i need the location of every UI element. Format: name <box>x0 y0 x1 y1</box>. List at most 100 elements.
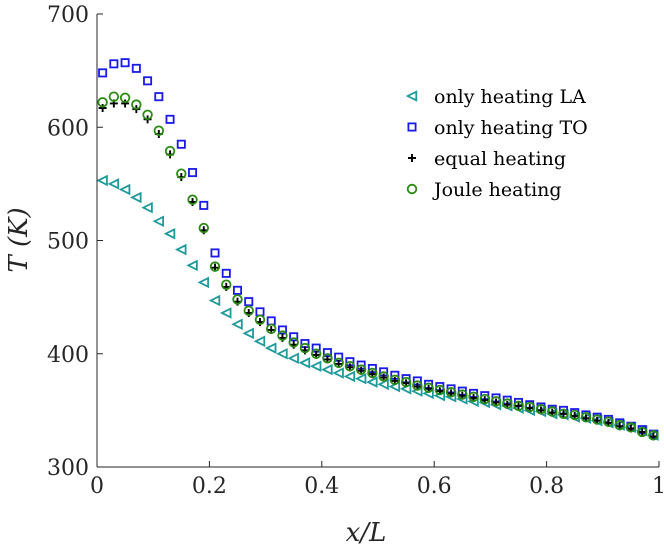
data-point <box>121 99 130 108</box>
data-point <box>221 268 231 278</box>
x-tick-label: 0 <box>90 474 104 499</box>
legend-item: equal heating <box>408 148 566 170</box>
data-point <box>423 382 434 393</box>
data-point <box>378 371 389 382</box>
legend-label: equal heating <box>434 148 566 170</box>
data-point <box>221 279 232 290</box>
legend-marker <box>406 183 418 195</box>
data-point <box>108 91 120 102</box>
x-tick-label: 0.4 <box>304 474 339 499</box>
data-point <box>208 294 221 307</box>
data-point <box>198 222 209 234</box>
data-point <box>98 68 108 78</box>
data-point <box>636 426 648 438</box>
data-point <box>298 357 311 369</box>
y-tick-label: 500 <box>47 230 89 255</box>
data-point <box>344 361 356 372</box>
data-point <box>97 97 108 108</box>
legend-label: Joule heating <box>432 179 562 201</box>
data-point <box>524 401 535 413</box>
x-axis-title: x/L <box>346 518 387 548</box>
data-point <box>445 387 457 398</box>
y-tick-label: 700 <box>47 3 89 28</box>
data-point <box>277 330 288 341</box>
legend-item: only heating TO <box>407 117 588 139</box>
data-point <box>309 360 322 372</box>
data-point <box>130 191 142 204</box>
data-point <box>174 243 187 256</box>
data-point <box>98 103 107 112</box>
data-point <box>152 215 165 228</box>
data-point <box>187 194 198 205</box>
data-point <box>264 342 277 354</box>
data-point <box>164 145 176 157</box>
data-point <box>131 99 142 110</box>
legend-marker <box>407 122 417 132</box>
data-point <box>322 353 333 364</box>
data-point <box>276 347 288 360</box>
data-point <box>289 332 299 342</box>
data-point <box>176 139 186 149</box>
y-tick-label: 400 <box>47 343 89 368</box>
data-point <box>468 391 479 402</box>
data-point <box>154 92 164 102</box>
data-point <box>176 168 187 179</box>
data-point <box>614 419 625 431</box>
legend-marker <box>405 90 418 102</box>
data-point <box>143 76 153 86</box>
data-point <box>141 201 153 214</box>
data-point <box>625 422 637 433</box>
data-point <box>479 393 490 405</box>
data-point <box>535 404 547 415</box>
data-point <box>243 305 254 316</box>
data-point <box>210 248 220 258</box>
data-point <box>209 261 221 272</box>
plot-background <box>97 14 659 467</box>
data-point <box>288 337 299 348</box>
x-tick-label: 1 <box>652 474 664 499</box>
data-point <box>107 178 120 190</box>
data-point <box>242 327 254 340</box>
data-point <box>412 380 423 391</box>
data-point <box>232 285 242 295</box>
data-point <box>580 411 592 423</box>
y-tick-label: 300 <box>47 456 89 481</box>
data-point <box>547 406 558 417</box>
data-point <box>343 370 356 383</box>
x-tick-label: 0.6 <box>417 474 452 499</box>
data-point <box>591 414 603 425</box>
data-point <box>389 374 401 385</box>
data-point <box>232 294 243 305</box>
legend-marker <box>408 154 416 162</box>
legend-label: only heating LA <box>434 86 586 108</box>
data-point <box>321 363 333 376</box>
data-point <box>502 398 513 409</box>
data-point <box>559 409 568 418</box>
data-point <box>434 384 446 396</box>
data-point <box>367 367 378 379</box>
data-point <box>490 396 502 407</box>
data-point <box>355 364 367 375</box>
data-point <box>366 376 378 388</box>
data-point <box>332 367 344 379</box>
x-tick-label: 0.8 <box>529 474 564 499</box>
data-point <box>197 276 209 289</box>
legend: only heating LA only heating TO equal heat… <box>405 86 588 201</box>
data-point <box>142 109 153 120</box>
data-point <box>165 114 175 124</box>
data-point <box>131 63 141 73</box>
data-point <box>120 58 130 68</box>
data-point <box>109 59 119 69</box>
data-point <box>153 125 165 136</box>
data-point <box>118 183 131 196</box>
data-point <box>333 357 344 369</box>
legend-item: only heating LA <box>405 86 586 108</box>
data-point <box>119 92 131 104</box>
data-point <box>400 376 412 388</box>
data-point <box>648 430 659 441</box>
data-point <box>254 314 266 325</box>
data-point <box>253 335 266 348</box>
data-point <box>266 323 277 335</box>
data-point <box>199 200 209 210</box>
data-point <box>244 297 254 307</box>
